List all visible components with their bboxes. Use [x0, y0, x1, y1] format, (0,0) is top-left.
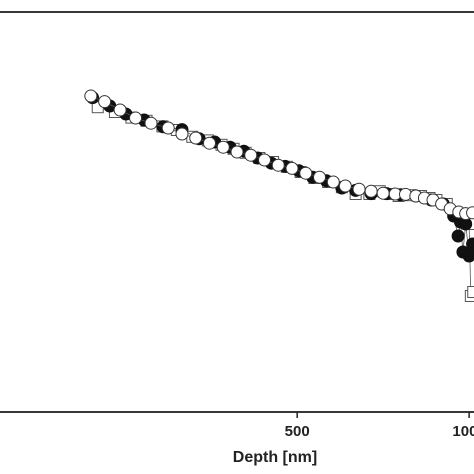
data-point-open-circle	[376, 186, 390, 200]
data-point-open-circle	[98, 95, 112, 109]
data-point-open-circle	[271, 158, 285, 172]
data-point-square	[467, 286, 474, 298]
data-point-open-circle	[113, 103, 127, 117]
data-point-open-circle	[326, 175, 340, 189]
data-point-open-circle	[352, 182, 366, 196]
data-point-open-circle	[338, 179, 352, 193]
plot-frame	[0, 11, 474, 413]
data-point-filled-circle	[456, 245, 470, 259]
data-point-open-circle	[466, 206, 474, 220]
data-point-open-circle	[364, 184, 378, 198]
data-point-open-circle	[285, 161, 299, 175]
data-point-open-circle	[258, 153, 272, 167]
data-point-open-circle	[161, 121, 175, 135]
data-point-open-circle	[175, 127, 189, 141]
data-point-filled-circle	[467, 239, 474, 253]
data-point-open-circle	[216, 140, 230, 154]
data-point-open-circle	[84, 89, 98, 103]
x-tick-label: 500	[285, 423, 310, 440]
x-axis: 500 1000	[285, 412, 474, 440]
data-point-filled-circle	[451, 229, 465, 243]
data-point-open-circle	[144, 116, 158, 130]
data-point-open-circle	[129, 111, 143, 125]
data-series-layer	[84, 89, 474, 302]
data-point-open-circle	[189, 131, 203, 145]
x-axis-label: Depth [nm]	[233, 449, 317, 466]
series-open-circle	[84, 89, 474, 221]
data-point-open-circle	[244, 148, 258, 162]
data-point-open-circle	[202, 136, 216, 150]
data-point-open-circle	[230, 145, 244, 159]
series-filled-circle	[86, 91, 474, 263]
data-point-open-circle	[313, 170, 327, 184]
x-tick-label: 1000	[452, 423, 474, 440]
data-point-open-circle	[299, 166, 313, 180]
